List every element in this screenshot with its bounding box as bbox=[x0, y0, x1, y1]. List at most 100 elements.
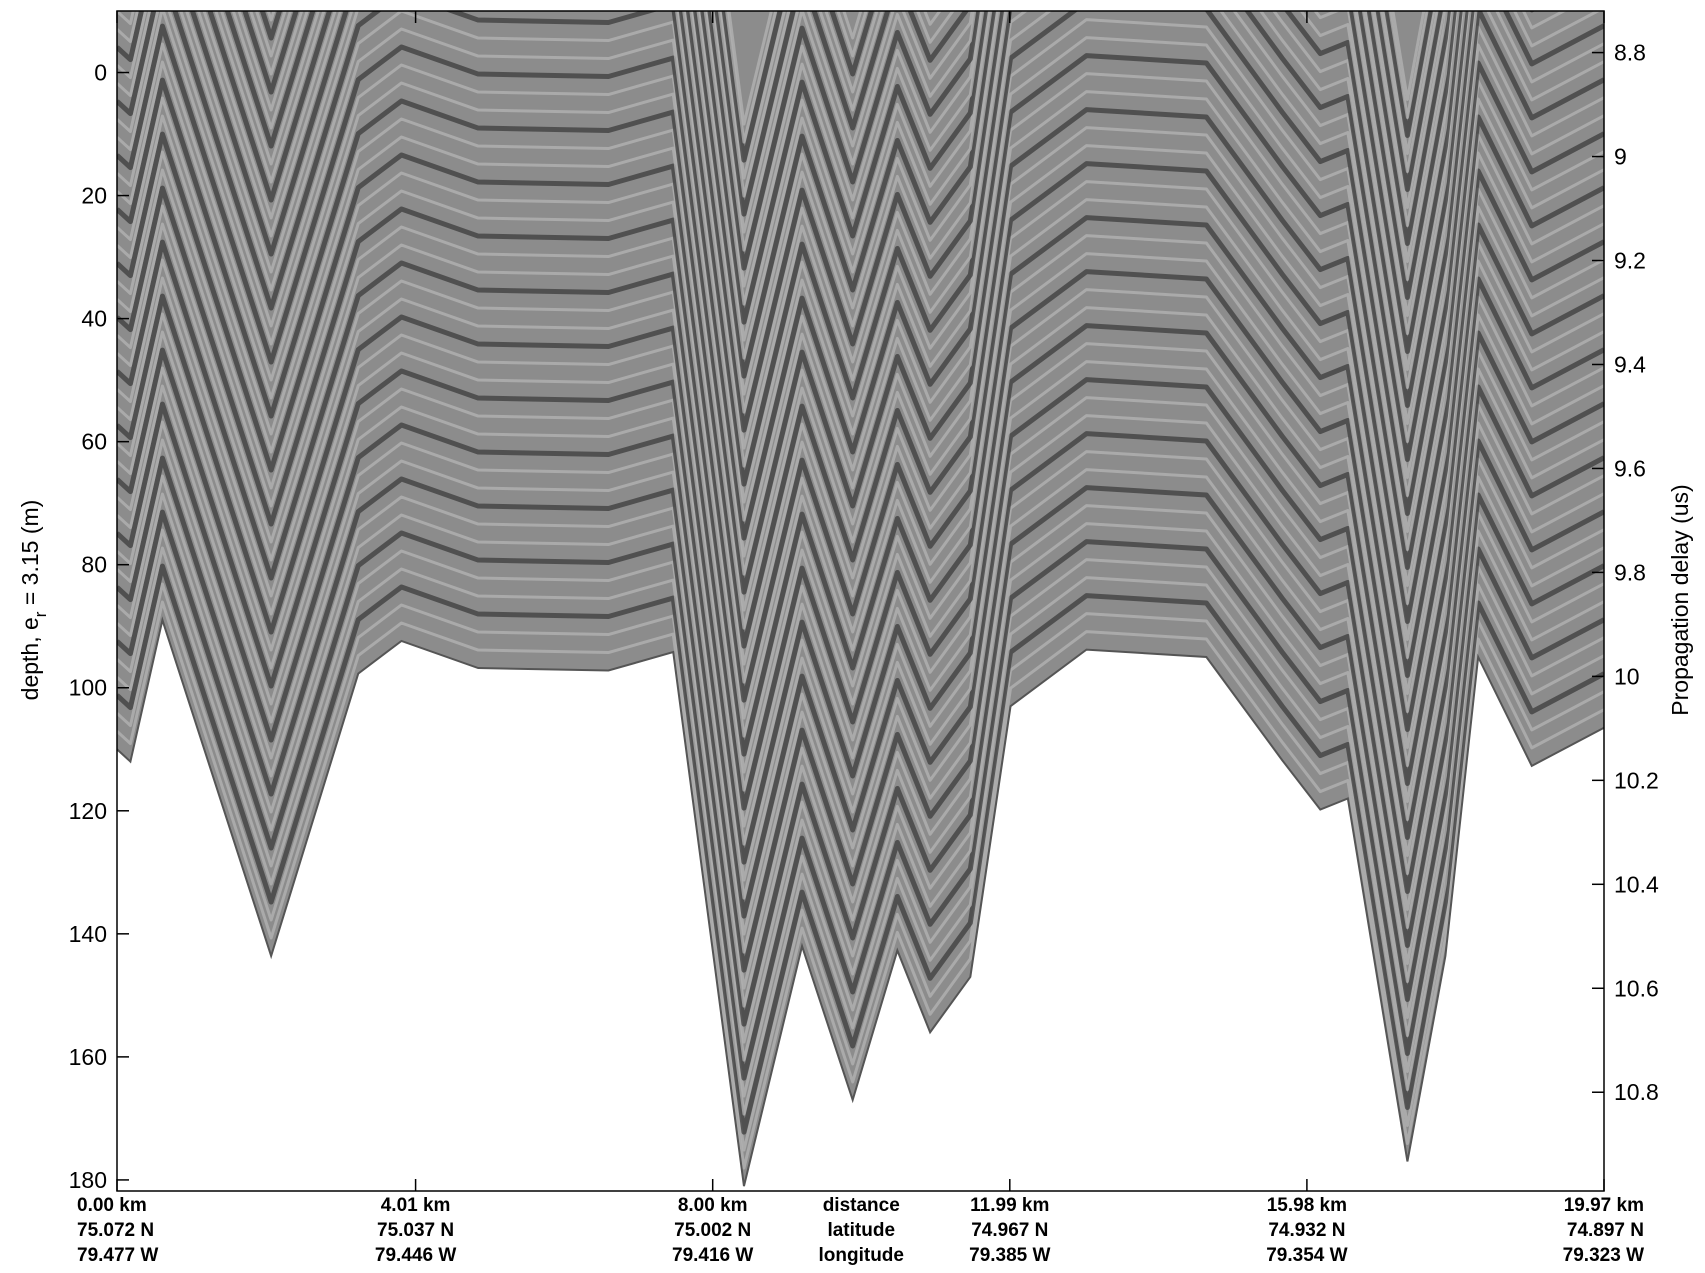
y-tick-label: 100 bbox=[69, 675, 107, 701]
x-axis-label: latitude bbox=[827, 1220, 895, 1241]
layer bbox=[117, 582, 1604, 1152]
y2-tick-label: 10.8 bbox=[1614, 1079, 1659, 1105]
x-tick-latitude: 74.932 N bbox=[1268, 1220, 1345, 1241]
layer bbox=[117, 11, 1604, 504]
layer bbox=[117, 11, 1604, 558]
layer bbox=[117, 401, 1604, 973]
x-tick-longitude: 79.354 W bbox=[1266, 1245, 1347, 1266]
x-tick-label: 4.01 km bbox=[381, 1195, 451, 1216]
layer bbox=[117, 11, 1604, 414]
layer bbox=[117, 347, 1604, 919]
layer bbox=[117, 438, 1604, 1008]
layer bbox=[117, 546, 1604, 1116]
x-tick-longitude: 79.385 W bbox=[969, 1245, 1050, 1266]
layer bbox=[117, 492, 1604, 1062]
layer bbox=[117, 204, 1604, 774]
layer bbox=[117, 330, 1604, 900]
layer bbox=[117, 11, 1604, 217]
layer bbox=[117, 293, 1604, 865]
x-tick-label: 0.00 km bbox=[77, 1195, 147, 1216]
layer bbox=[117, 11, 1604, 306]
x-tick-label: 19.97 km bbox=[1564, 1195, 1644, 1216]
y-tick-label: 0 bbox=[94, 60, 107, 86]
layer bbox=[117, 11, 1604, 433]
layer bbox=[117, 11, 1604, 576]
y2-tick-label: 8.8 bbox=[1614, 40, 1646, 66]
x-tick-longitude: 79.416 W bbox=[672, 1245, 753, 1266]
y-label-part: = 3.15 (m) bbox=[17, 500, 43, 612]
layer bbox=[117, 11, 1604, 487]
layer bbox=[117, 455, 1604, 1027]
y-tick-label: 40 bbox=[81, 306, 107, 332]
y2-tick-label: 10.6 bbox=[1614, 975, 1659, 1001]
layer bbox=[117, 11, 1604, 180]
plot-frame bbox=[116, 10, 1605, 1192]
layer bbox=[117, 11, 1604, 271]
layer bbox=[117, 11, 1604, 126]
y-axis-label: depth, er = 3.15 (m) bbox=[17, 500, 50, 701]
y-label-part: depth, e bbox=[17, 617, 43, 700]
layer bbox=[117, 11, 1604, 163]
layer bbox=[117, 11, 1604, 541]
y-tick-label: 20 bbox=[81, 183, 107, 209]
y-tick-label: 60 bbox=[81, 429, 107, 455]
layer bbox=[117, 11, 1604, 379]
layer bbox=[117, 11, 1604, 144]
layers bbox=[117, 11, 1604, 1170]
x-tick-latitude: 75.002 N bbox=[674, 1220, 751, 1241]
layer bbox=[117, 563, 1604, 1135]
x-tick-longitude: 79.323 W bbox=[1563, 1245, 1644, 1266]
y-tick-label: 120 bbox=[69, 798, 107, 824]
y-label-sub: r bbox=[31, 611, 50, 617]
x-tick-latitude: 75.072 N bbox=[77, 1220, 154, 1241]
layer bbox=[117, 11, 1604, 450]
y2-tick-label: 9 bbox=[1614, 144, 1627, 170]
layer bbox=[117, 11, 1604, 360]
layer bbox=[117, 11, 1604, 396]
y2-tick-label: 9.4 bbox=[1614, 351, 1646, 377]
layer bbox=[117, 42, 1604, 612]
x-tick-longitude: 79.446 W bbox=[375, 1245, 456, 1266]
layer bbox=[117, 11, 1604, 522]
layer bbox=[117, 312, 1604, 882]
x-tick-latitude: 74.897 N bbox=[1567, 1220, 1644, 1241]
layer bbox=[117, 11, 1604, 342]
y2-tick-label: 9.6 bbox=[1614, 455, 1646, 481]
layer bbox=[117, 366, 1604, 936]
y2-axis-label: Propagation delay (us) bbox=[1667, 484, 1693, 715]
layer bbox=[117, 222, 1604, 792]
layer bbox=[117, 239, 1604, 811]
y-tick-label: 140 bbox=[69, 921, 107, 947]
layer bbox=[117, 11, 1604, 234]
bed-line bbox=[116, 616, 1605, 1187]
x-tick-latitude: 74.967 N bbox=[971, 1220, 1048, 1241]
layer bbox=[117, 474, 1604, 1044]
layer bbox=[117, 600, 1604, 1170]
layer bbox=[117, 11, 1604, 468]
layer bbox=[117, 528, 1604, 1098]
y2-tick-label: 9.2 bbox=[1614, 248, 1646, 274]
x-tick-label: 15.98 km bbox=[1267, 1195, 1347, 1216]
layer bbox=[117, 258, 1604, 828]
x-tick-longitude: 79.477 W bbox=[77, 1245, 158, 1266]
layer bbox=[117, 509, 1604, 1081]
layer bbox=[117, 11, 1604, 252]
layer bbox=[117, 11, 1604, 325]
layer bbox=[117, 77, 1604, 649]
y2-tick-label: 9.8 bbox=[1614, 559, 1646, 585]
y-tick-label: 160 bbox=[69, 1044, 107, 1070]
layer bbox=[117, 11, 1604, 198]
layer bbox=[117, 276, 1604, 846]
y2-tick-label: 10.4 bbox=[1614, 871, 1659, 897]
layer bbox=[117, 185, 1604, 757]
x-axis-label: distance bbox=[823, 1195, 900, 1216]
x-tick-label: 11.99 km bbox=[970, 1195, 1049, 1216]
x-tick-latitude: 75.037 N bbox=[377, 1220, 454, 1241]
layer bbox=[117, 60, 1604, 630]
y-tick-label: 180 bbox=[69, 1167, 107, 1193]
x-axis-label: longitude bbox=[819, 1245, 904, 1266]
layer bbox=[117, 150, 1604, 720]
layer bbox=[117, 23, 1604, 595]
y2-tick-label: 10 bbox=[1614, 663, 1640, 689]
